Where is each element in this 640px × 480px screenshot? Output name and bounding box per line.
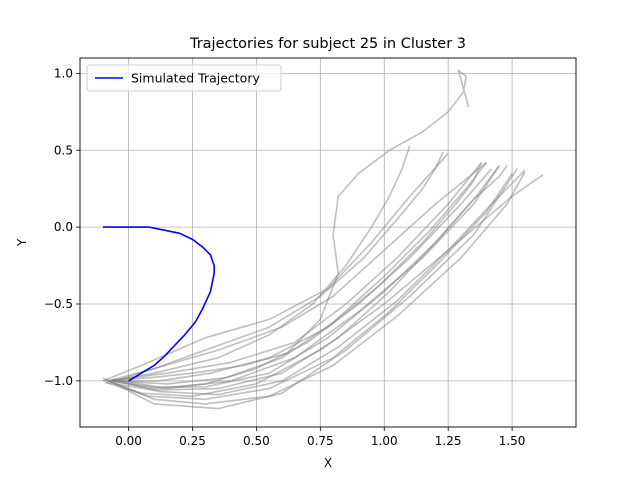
- observed-trajectory-10: [112, 169, 526, 396]
- y-tick-label: 0.5: [54, 143, 73, 157]
- x-tick-label: 1.00: [371, 434, 398, 448]
- y-axis-label: Y: [15, 238, 29, 247]
- observed-trajectory-7: [102, 152, 449, 382]
- observed-trajectory-3: [102, 168, 518, 410]
- observed-trajectories: [102, 69, 544, 410]
- y-tick-label: −0.5: [44, 297, 73, 311]
- observed-trajectory-2: [115, 171, 526, 405]
- x-tick-label: 0.50: [243, 434, 270, 448]
- y-tick-label: 0.0: [54, 220, 73, 234]
- y-tick-label: 1.0: [54, 66, 73, 80]
- chart-title: Trajectories for subject 25 in Cluster 3: [189, 36, 466, 52]
- observed-trajectory-5: [107, 162, 483, 382]
- simulated-trajectory-layer: [103, 226, 215, 382]
- x-tick-label: 0.75: [307, 434, 334, 448]
- axis-ticks: 0.00 0.25 0.50 0.75 1.00 1.25 1.50 −1.0 −0.5 0.0 0…: [44, 66, 526, 448]
- legend-box: [86, 64, 282, 92]
- observed-trajectory-17: [105, 165, 508, 391]
- observed-trajectory-1: [107, 174, 544, 398]
- legend: Simulated Trajectory: [86, 64, 282, 92]
- observed-trajectory-15: [107, 151, 444, 382]
- plot-frame: [79, 57, 577, 428]
- observed-trajectory-9: [105, 172, 513, 401]
- legend-entry-simulated: Simulated Trajectory: [131, 71, 260, 86]
- x-axis-label: X: [324, 456, 332, 470]
- x-tick-label: 1.25: [435, 434, 462, 448]
- observed-trajectory-14: [110, 145, 411, 382]
- observed-trajectory-16: [113, 162, 483, 382]
- x-tick-label: 1.50: [499, 434, 526, 448]
- x-tick-label: 0.00: [115, 434, 142, 448]
- simulated-trajectory-line: [103, 226, 215, 382]
- y-tick-label: −1.0: [44, 374, 73, 388]
- x-tick-label: 0.25: [179, 434, 206, 448]
